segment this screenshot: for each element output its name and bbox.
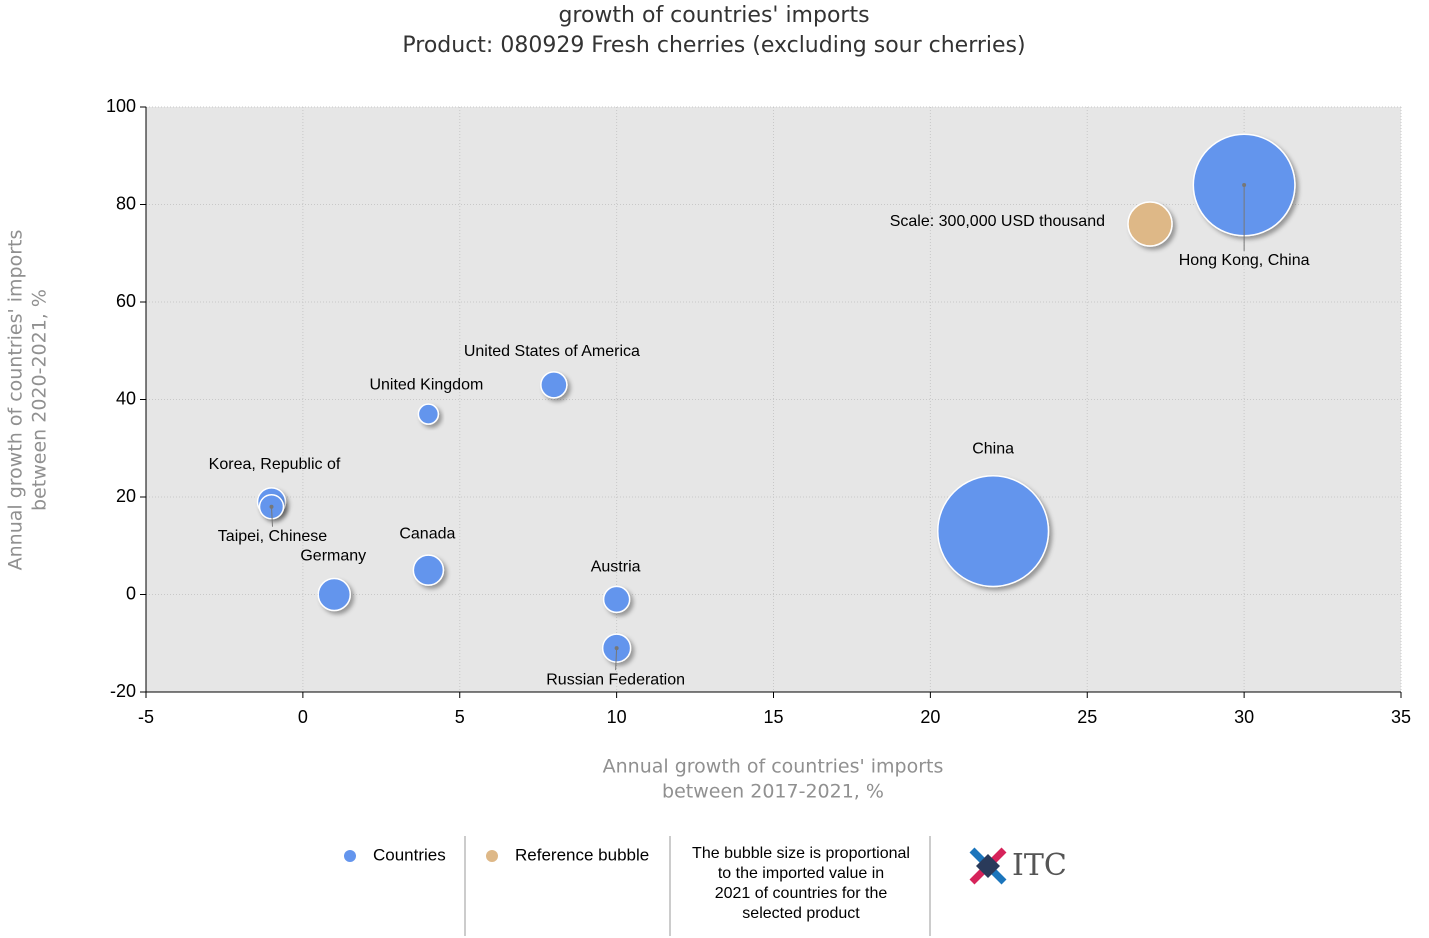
data-label: United States of America [464,343,640,360]
data-label: Scale: 300,000 USD thousand [890,213,1105,230]
x-tick-label: 30 [1234,707,1254,727]
data-label: China [972,440,1014,457]
bubble [417,403,440,425]
x-tick-label: 10 [607,707,627,727]
data-label: Austria [591,559,641,576]
y-tick-label: 80 [116,193,136,213]
leader-line [615,648,618,671]
data-label: Taipei, Chinese [218,528,328,545]
data-label: Germany [300,548,366,565]
legend-label: Reference bubble [515,845,649,864]
x-tick-label: -5 [138,707,154,727]
x-axis-title: between 2017-2021, % [662,781,884,803]
y-tick-label: -20 [110,681,136,701]
y-tick-label: 100 [106,96,136,116]
x-tick-label: 35 [1391,707,1411,727]
leader-line [271,506,273,527]
y-axis-title: between 2020-2021, % [29,289,51,511]
logo: ITC [1012,848,1067,883]
x-tick-label: 5 [455,707,465,727]
bubble [317,577,352,612]
bubble [602,585,631,614]
chart-subtitle: Product: 080929 Fresh cherries (excludin… [402,33,1025,58]
x-axis-title: Annual growth of countries' imports [603,756,944,778]
x-tick-label: 15 [763,707,783,727]
leader-dot [1242,183,1247,187]
note: 2021 of countries for the [715,885,888,902]
legend-swatch [486,850,498,862]
bubble [540,371,568,399]
x-tick-label: 25 [1077,707,1097,727]
bubble [412,554,445,586]
bubble [1127,201,1173,247]
bubble [937,475,1050,588]
x-tick-label: 0 [298,707,308,727]
note: selected product [742,905,860,922]
y-axis-title: Annual growth of countries' imports [5,230,27,571]
y-tick-label: 20 [116,486,136,506]
x-tick-label: 20 [920,707,940,727]
logo-icon [969,847,1007,885]
leader-dot [269,504,274,509]
y-tick-label: 40 [116,388,136,408]
y-tick-label: 60 [116,291,136,311]
legend: Countries Reference bubble The bubble si… [344,836,1067,936]
chart-title: growth of countries' imports [558,3,869,28]
data-label: United Kingdom [369,376,483,393]
note: to the imported value in [718,865,884,882]
note: The bubble size is proportional [692,845,910,862]
data-label: Hong Kong, China [1179,252,1310,269]
legend-label: Countries [373,845,446,864]
y-tick-label: 0 [126,583,136,603]
data-label: Canada [399,525,455,542]
legend-swatch [344,850,356,862]
leader-dot [614,646,619,651]
data-label: Korea, Republic of [209,456,341,473]
data-label: Russian Federation [546,671,685,688]
